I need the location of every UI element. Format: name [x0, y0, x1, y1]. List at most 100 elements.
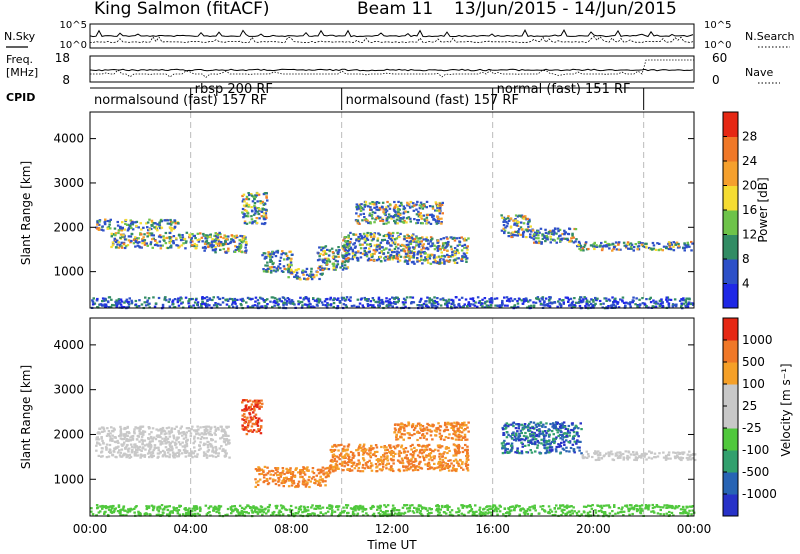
range-cell — [162, 235, 165, 238]
range-cell — [403, 256, 406, 259]
range-cell — [288, 469, 292, 473]
range-cell — [542, 303, 545, 306]
range-cell — [405, 246, 408, 249]
range-cell — [119, 236, 122, 239]
range-cell — [546, 304, 550, 307]
range-cell — [420, 248, 423, 251]
range-cell — [504, 226, 507, 229]
range-cell — [377, 296, 381, 299]
range-cell — [252, 213, 256, 216]
range-cell — [362, 445, 365, 448]
range-cell — [280, 253, 283, 256]
range-cell — [398, 204, 402, 207]
range-cell — [191, 244, 194, 247]
range-cell — [342, 248, 345, 251]
range-cell — [566, 237, 569, 240]
range-cell — [155, 241, 159, 244]
range-cell — [95, 299, 99, 302]
range-cell — [347, 235, 350, 238]
range-cell — [166, 451, 170, 454]
range-cell — [574, 240, 577, 243]
range-cell — [232, 240, 236, 243]
range-cell — [504, 427, 507, 430]
range-cell — [548, 297, 552, 300]
range-cell — [687, 303, 690, 306]
range-cell — [514, 214, 518, 217]
range-cell — [283, 480, 287, 484]
range-cell — [419, 449, 422, 452]
range-cell — [200, 432, 203, 435]
range-cell — [355, 256, 359, 259]
range-cell — [238, 250, 241, 253]
range-cell — [591, 305, 594, 309]
range-cell — [669, 298, 673, 301]
range-cell — [509, 297, 513, 300]
range-cell — [134, 245, 137, 248]
range-cell — [376, 237, 380, 240]
range-cell — [567, 429, 570, 432]
range-cell — [438, 212, 442, 215]
range-cell — [198, 238, 201, 241]
range-cell — [389, 237, 392, 241]
range-cell — [269, 477, 272, 480]
range-cell — [174, 453, 177, 457]
range-cell — [439, 298, 442, 301]
range-cell — [206, 428, 209, 431]
range-cell — [262, 476, 266, 479]
range-cell — [403, 235, 406, 238]
range-cell — [244, 243, 248, 246]
range-cell — [273, 304, 276, 307]
range-cell — [562, 432, 566, 435]
range-cell — [248, 420, 252, 423]
range-cell — [520, 214, 524, 217]
range-cell — [282, 304, 285, 307]
range-cell — [113, 304, 116, 307]
range-cell — [299, 300, 303, 304]
range-cell — [461, 244, 464, 247]
range-cell — [405, 469, 408, 472]
range-cell — [274, 301, 277, 305]
range-cell — [171, 221, 174, 224]
range-cell — [435, 202, 438, 205]
range-cell — [514, 218, 517, 221]
range-cell — [230, 238, 233, 241]
range-cell — [517, 230, 520, 233]
range-cell — [225, 437, 229, 441]
range-cell — [682, 297, 685, 300]
range-cell — [631, 299, 635, 302]
range-cell — [558, 302, 561, 305]
range-cell — [136, 244, 140, 247]
range-cell — [506, 442, 509, 445]
range-cell — [378, 251, 381, 254]
range-cell — [690, 240, 693, 244]
range-cell — [328, 249, 332, 252]
range-cell — [490, 301, 494, 304]
range-cell — [269, 300, 272, 303]
range-cell — [120, 448, 124, 451]
range-cell — [481, 298, 484, 301]
range-cell — [148, 306, 151, 309]
range-cell — [371, 203, 374, 206]
range-cell — [399, 461, 402, 464]
range-cell — [417, 215, 421, 218]
range-cell — [173, 298, 177, 301]
range-cell — [222, 434, 226, 437]
range-cell — [219, 233, 222, 236]
range-cell — [552, 233, 555, 236]
range-cell — [549, 296, 552, 299]
range-cell — [316, 300, 319, 303]
range-cell — [151, 452, 155, 455]
range-cell — [514, 439, 518, 442]
range-cell — [685, 297, 688, 300]
range-cell — [617, 243, 620, 246]
range-cell — [402, 427, 406, 430]
range-cell — [377, 201, 381, 204]
range-cell — [169, 223, 173, 226]
range-cell — [121, 226, 124, 229]
range-cell — [263, 300, 266, 303]
range-cell — [690, 302, 693, 306]
range-cell — [126, 244, 130, 247]
range-cell — [169, 449, 172, 452]
range-cell — [163, 237, 166, 240]
range-cell — [122, 433, 125, 436]
